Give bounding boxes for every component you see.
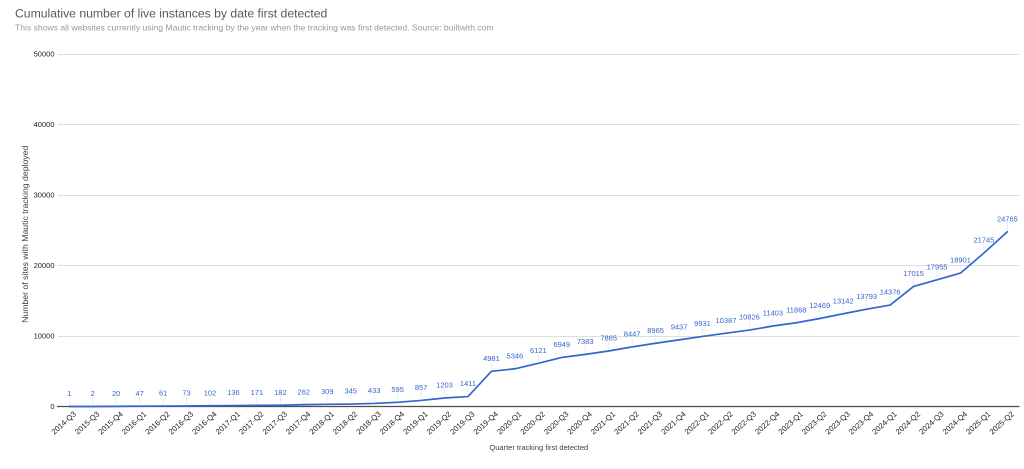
svg-text:11868: 11868	[786, 305, 806, 314]
svg-text:10387: 10387	[716, 316, 737, 325]
svg-text:8965: 8965	[647, 326, 664, 335]
svg-text:40000: 40000	[34, 120, 55, 129]
svg-text:262: 262	[298, 387, 311, 396]
svg-text:7865: 7865	[600, 334, 617, 343]
svg-text:61: 61	[159, 389, 167, 398]
svg-text:20000: 20000	[34, 261, 55, 270]
svg-text:30000: 30000	[34, 191, 55, 200]
svg-text:8447: 8447	[624, 329, 641, 338]
svg-text:10000: 10000	[34, 332, 55, 341]
svg-text:73: 73	[182, 389, 190, 398]
svg-text:50000: 50000	[34, 49, 55, 58]
svg-text:345: 345	[344, 387, 357, 396]
svg-text:17015: 17015	[903, 269, 924, 278]
svg-text:2: 2	[91, 389, 95, 398]
svg-text:This shows all websites curren: This shows all websites currently using …	[15, 23, 494, 33]
svg-text:595: 595	[391, 385, 404, 394]
svg-text:1: 1	[67, 389, 71, 398]
svg-text:6949: 6949	[553, 340, 570, 349]
svg-text:1411: 1411	[460, 379, 476, 388]
svg-text:433: 433	[368, 386, 381, 395]
svg-text:13142: 13142	[833, 296, 854, 305]
svg-text:171: 171	[251, 388, 264, 397]
svg-text:7383: 7383	[577, 337, 594, 346]
svg-text:11403: 11403	[763, 309, 783, 318]
svg-text:1203: 1203	[436, 381, 453, 390]
svg-text:Quarter tracking first detecte: Quarter tracking first detected	[489, 443, 588, 452]
svg-text:20: 20	[112, 389, 120, 398]
svg-text:47: 47	[135, 389, 143, 398]
svg-text:18901: 18901	[950, 256, 971, 265]
svg-text:182: 182	[274, 388, 287, 397]
svg-text:17955: 17955	[927, 262, 948, 271]
svg-text:309: 309	[321, 387, 334, 396]
svg-text:4981: 4981	[483, 354, 500, 363]
svg-text:102: 102	[204, 388, 217, 397]
svg-text:136: 136	[227, 388, 240, 397]
svg-text:857: 857	[415, 383, 428, 392]
svg-text:9931: 9931	[694, 319, 711, 328]
svg-text:6121: 6121	[530, 346, 547, 355]
svg-text:Cumulative number of live inst: Cumulative number of live instances by d…	[15, 6, 327, 20]
svg-text:0: 0	[50, 402, 54, 411]
svg-text:10826: 10826	[739, 313, 760, 322]
svg-text:14376: 14376	[880, 288, 901, 297]
svg-text:5346: 5346	[507, 351, 524, 360]
svg-text:Number of sites with Mautic tr: Number of sites with Mautic tracking dep…	[20, 146, 30, 323]
svg-text:13793: 13793	[856, 292, 877, 301]
svg-text:12469: 12469	[809, 301, 830, 310]
svg-text:24765: 24765	[997, 214, 1018, 223]
svg-text:9437: 9437	[671, 322, 688, 331]
svg-text:21745: 21745	[974, 236, 995, 245]
